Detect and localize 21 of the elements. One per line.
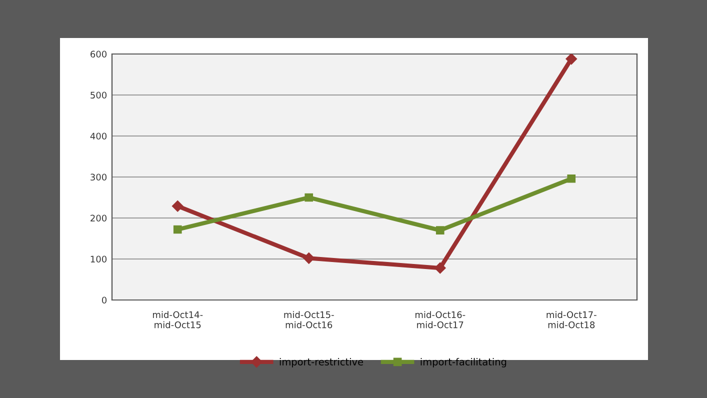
point (304, 193, 314, 202)
x-tick-label: mid-Oct15- mid-Oct16 (284, 311, 334, 328)
x-tick-label: mid-Oct14- mid-Oct15 (153, 311, 203, 328)
point (434, 262, 446, 274)
point (303, 252, 314, 264)
y-tick-label: 500 (90, 92, 107, 99)
y-tick-label: 400 (90, 132, 107, 140)
x-tick-label: mid-Oct17- mid-Oct18 (546, 311, 596, 328)
point (566, 54, 577, 65)
y-tick-label: 0 (102, 296, 107, 304)
point (567, 174, 576, 183)
y-tick-label: 300 (90, 174, 107, 181)
legend-label: import-facilitating (420, 358, 506, 368)
x-tick-label: mid-Oct16- mid-Oct17 (416, 311, 466, 328)
point (172, 200, 184, 212)
y-tick-label: 100 (90, 256, 107, 263)
legend-label: import-restrictive (280, 358, 364, 368)
y-tick-label: 600 (90, 50, 107, 58)
y-tick-label: 200 (90, 214, 107, 222)
point (436, 226, 444, 234)
point (173, 225, 182, 234)
